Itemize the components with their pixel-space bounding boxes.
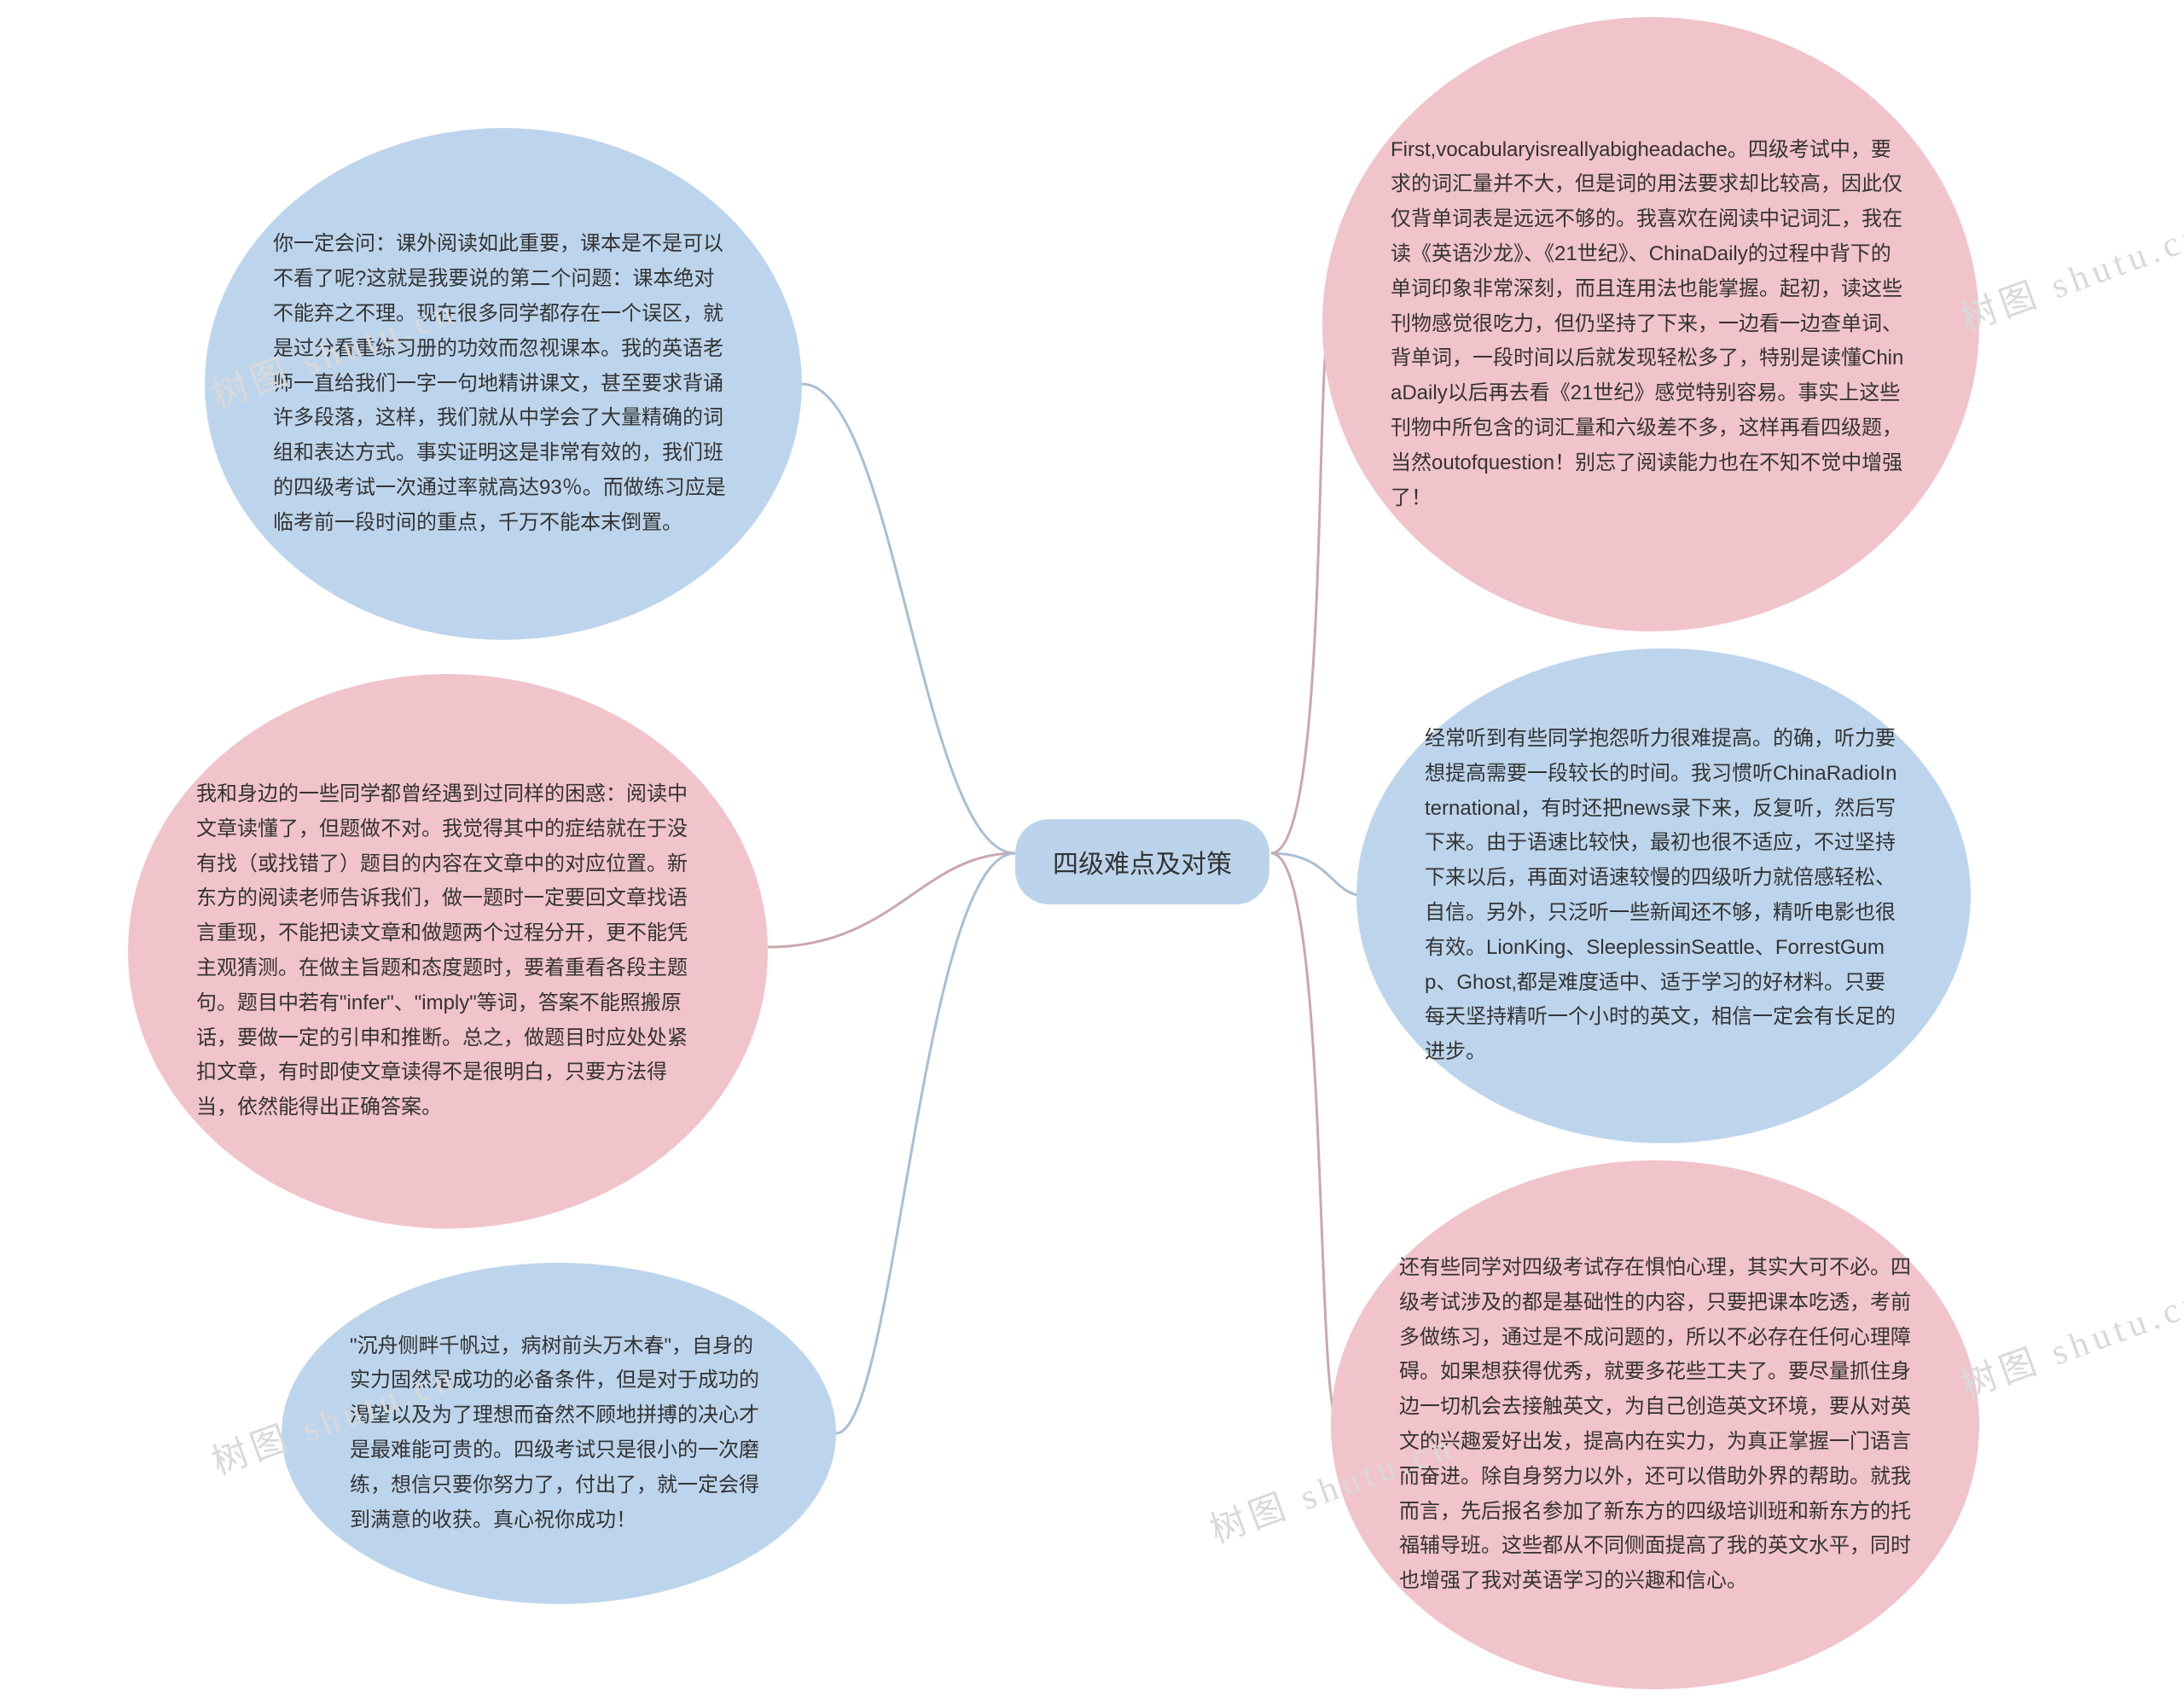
connector-path: [836, 853, 1015, 1433]
connector-path: [1271, 853, 1339, 1425]
branch-node-right-top[interactable]: First,vocabularyisreallyabigheadache。四级考…: [1322, 17, 1979, 631]
connector-path: [1271, 324, 1331, 853]
watermark-text: 树图 shutu.cn: [1953, 1271, 2184, 1408]
branch-node-text: 我和身边的一些同学都曾经遇到过同样的困惑：阅读中文章读懂了，但题做不对。我觉得其…: [196, 777, 700, 1125]
connector-path: [1271, 853, 1365, 896]
branch-node-right-bot[interactable]: 还有些同学对四级考试存在惧怕心理，其实大可不必。四级考试涉及的都是基础性的内容，…: [1331, 1160, 1979, 1689]
branch-node-text: 经常听到有些同学抱怨听力很难提高。的确，听力要想提高需要一段较长的时间。我习惯听…: [1425, 722, 1902, 1070]
center-topic-label: 四级难点及对策: [1053, 843, 1232, 880]
branch-node-text: First,vocabularyisreallyabigheadache。四级考…: [1391, 133, 1911, 516]
branch-node-text: "沉舟侧畔千帆过，病树前头万木春"，自身的实力固然是成功的必备条件，但是对于成功…: [350, 1329, 768, 1538]
branch-node-left-top[interactable]: 你一定会问：课外阅读如此重要，课本是不是可以不看了呢?这就是我要说的第二个问题：…: [205, 128, 802, 640]
connector-path: [768, 853, 1015, 947]
branch-node-right-mid[interactable]: 经常听到有些同学抱怨听力很难提高。的确，听力要想提高需要一段较长的时间。我习惯听…: [1356, 648, 1971, 1143]
branch-node-text: 还有些同学对四级考试存在惧怕心理，其实大可不必。四级考试涉及的都是基础性的内容，…: [1399, 1251, 1911, 1599]
mindmap-canvas: 四级难点及对策 你一定会问：课外阅读如此重要，课本是不是可以不看了呢?这就是我要…: [0, 0, 2184, 1697]
connector-path: [802, 384, 1015, 853]
watermark-text: 树图 shutu.cn: [1953, 205, 2184, 341]
center-topic-node[interactable]: 四级难点及对策: [1015, 819, 1269, 904]
branch-node-left-mid[interactable]: 我和身边的一些同学都曾经遇到过同样的困惑：阅读中文章读懂了，但题做不对。我觉得其…: [128, 674, 768, 1229]
branch-node-text: 你一定会问：课外阅读如此重要，课本是不是可以不看了呢?这就是我要说的第二个问题：…: [273, 227, 734, 540]
branch-node-left-bot[interactable]: "沉舟侧畔千帆过，病树前头万木春"，自身的实力固然是成功的必备条件，但是对于成功…: [282, 1263, 836, 1604]
